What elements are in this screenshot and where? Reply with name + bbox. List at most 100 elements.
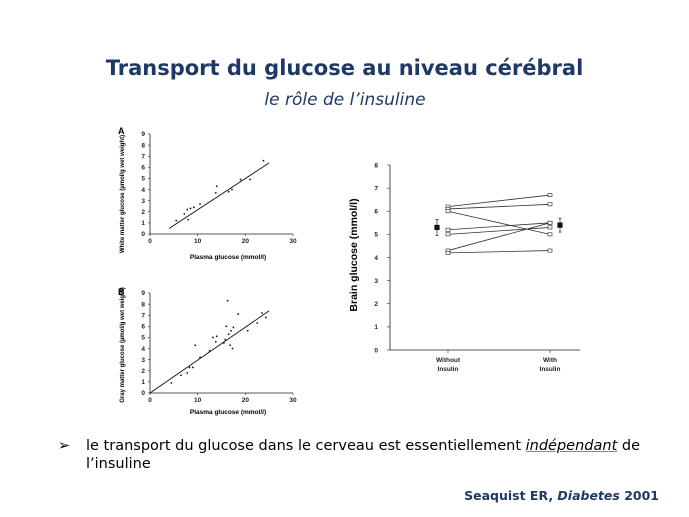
y-tick-label: 0 — [141, 231, 145, 238]
data-point — [188, 366, 191, 369]
x-tick-label: 20 — [242, 238, 250, 245]
x-axis-label: Plasma glucose (mmol/l) — [190, 409, 266, 416]
y-tick-label: 2 — [141, 368, 145, 375]
y-tick-label: 1 — [141, 379, 145, 386]
scatter-chart-a: A 0 1 2 3 4 5 6 7 8 9 0 10 20 30 Plasma glucose (mmol… — [118, 126, 297, 261]
y-tick-label: 1 — [141, 220, 145, 227]
x-tick-label: Without — [436, 357, 461, 364]
y-axis-label: White matter glucose (µmol/g wet weight) — [120, 135, 126, 253]
data-point — [180, 374, 182, 377]
bullet-emphasis: indépendant — [525, 438, 618, 454]
data-point — [175, 219, 178, 222]
y-tick-label: 7 — [374, 185, 378, 192]
subject-line — [447, 250, 551, 254]
y-tick-label: 5 — [374, 232, 378, 239]
y-tick-label: 2 — [141, 209, 145, 216]
x-tick-label: Insulin — [540, 366, 561, 373]
data-point — [264, 316, 267, 319]
y-tick-label: 3 — [141, 357, 145, 364]
subject-marker — [547, 220, 553, 225]
data-point — [226, 299, 229, 302]
x-axis-label: Plasma glucose (mmol/l) — [190, 254, 266, 261]
subject-line — [447, 227, 551, 235]
data-point — [239, 178, 242, 181]
data-point — [186, 208, 189, 211]
y-tick-label: 4 — [141, 346, 145, 353]
data-point — [192, 206, 195, 209]
subject-marker — [547, 248, 553, 253]
citation-year: 2001 — [619, 488, 659, 503]
regression-line — [149, 310, 270, 394]
y-tick-label: 9 — [141, 131, 145, 138]
brain-glucose-chart: 0 1 2 3 4 5 6 7 8 Without Insulin With Insulin Brain… — [348, 162, 580, 373]
y-tick-label: 6 — [141, 165, 145, 172]
scatter-chart-b: B 0 1 2 3 4 5 6 7 8 9 0 10 20 30 Plasma glucose (mmol… — [118, 287, 297, 416]
subject-marker — [445, 227, 451, 232]
subject-marker — [445, 232, 451, 237]
data-point — [222, 342, 225, 344]
data-point — [208, 349, 211, 352]
bullet-arrow-icon: ➢ — [58, 438, 71, 454]
data-point — [215, 185, 218, 188]
y-tick-label: 9 — [141, 290, 145, 297]
subject-line — [447, 194, 551, 208]
citation-journal: Diabetes — [557, 488, 620, 503]
subject-marker — [547, 225, 553, 230]
y-tick-label: 8 — [141, 142, 145, 149]
x-tick-label: 0 — [148, 397, 152, 404]
data-point — [237, 313, 240, 316]
panel-label-a: A — [118, 126, 125, 136]
data-point — [246, 329, 249, 332]
x-tick-label: Insulin — [438, 366, 459, 373]
data-point — [187, 218, 190, 221]
y-tick-label: 3 — [141, 198, 145, 205]
data-point — [231, 188, 233, 191]
data-point — [199, 203, 201, 205]
data-point — [225, 325, 228, 328]
data-point — [215, 335, 218, 338]
subject-marker — [547, 193, 553, 197]
y-tick-label: 3 — [374, 278, 378, 285]
data-point — [232, 326, 235, 329]
subject-line — [447, 203, 551, 210]
subject-line — [447, 222, 551, 231]
y-tick-label: 4 — [374, 255, 378, 262]
subject-marker — [547, 232, 553, 237]
data-point — [214, 340, 217, 343]
bullet-text-end: de l’insuline — [86, 438, 640, 472]
data-point — [192, 366, 194, 369]
citation-authors: Seaquist ER, — [464, 488, 558, 503]
y-tick-label: 6 — [141, 324, 145, 331]
y-tick-label: 7 — [141, 153, 145, 160]
x-tick-label: With — [543, 357, 557, 364]
mean-marker — [557, 222, 563, 228]
y-tick-label: 5 — [141, 335, 145, 342]
y-tick-label: 0 — [141, 390, 145, 397]
data-point — [249, 178, 252, 181]
subject-marker — [445, 209, 451, 214]
bullet-text: le transport du glucose dans le cerveau … — [86, 437, 646, 473]
data-point — [227, 333, 230, 336]
bullet-text-start: le transport du glucose dans le cerveau … — [86, 438, 526, 454]
data-point — [194, 344, 197, 347]
y-tick-label: 6 — [374, 209, 378, 216]
data-point — [262, 159, 265, 162]
y-tick-label: 5 — [141, 176, 145, 183]
y-tick-label: 7 — [141, 312, 145, 319]
y-axis-label: Gray matter glucose (µmol/g wet weight) — [120, 287, 126, 402]
y-tick-label: 1 — [374, 324, 378, 331]
data-point — [170, 382, 173, 384]
x-tick-label: 10 — [194, 238, 202, 245]
data-point — [199, 356, 201, 359]
y-tick-label: 4 — [141, 187, 145, 194]
data-point — [186, 372, 189, 374]
regression-line — [168, 162, 270, 229]
data-point — [229, 344, 231, 347]
y-tick-label: 8 — [141, 301, 145, 308]
subject-line — [447, 210, 551, 235]
y-tick-label: 2 — [374, 301, 378, 308]
subject-marker — [547, 202, 553, 207]
data-point — [227, 190, 230, 193]
data-point — [214, 191, 217, 194]
y-axis-label: Brain glucose (mmol/l) — [348, 198, 360, 311]
